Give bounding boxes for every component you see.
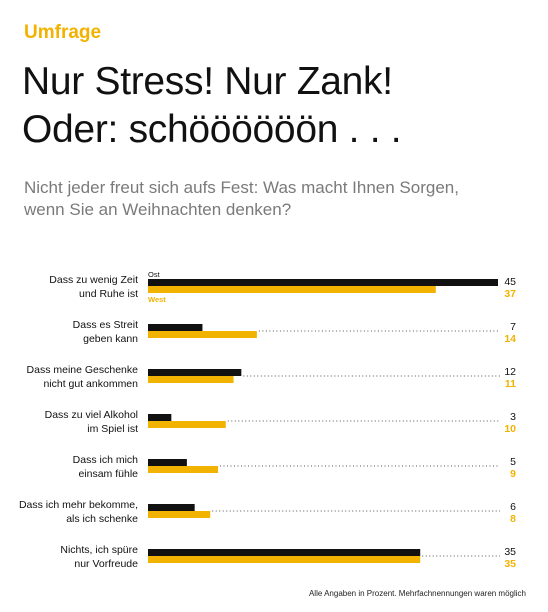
value-label-ost: 7: [510, 321, 516, 333]
value-label-west: 37: [504, 288, 516, 300]
bar-ost: [148, 279, 498, 286]
category-label: Dass meine Geschenke: [27, 364, 139, 376]
category-label: Dass es Streit: [73, 319, 138, 331]
value-label-west: 8: [510, 513, 516, 525]
value-label-ost: 6: [510, 501, 516, 513]
bar-west: [148, 556, 421, 563]
category-label: Dass zu viel Alkohol: [45, 409, 138, 421]
value-label-ost: 12: [504, 366, 516, 378]
category-label: Dass ich mehr bekomme,: [19, 499, 138, 511]
subtitle-line-1: Nicht jeder freut sich aufs Fest: Was ma…: [24, 178, 459, 197]
value-label-ost: 35: [504, 546, 516, 558]
bar-west: [148, 331, 257, 338]
category-label: Dass ich mich: [73, 454, 139, 466]
bar-west: [148, 511, 211, 518]
category-label: nicht gut ankommen: [43, 378, 138, 390]
category-label: einsam fühle: [78, 468, 138, 480]
category-label: Dass zu wenig Zeit: [49, 274, 138, 286]
value-label-ost: 5: [510, 456, 516, 468]
bar-ost: [148, 414, 172, 421]
title-line-2: Oder: schöööööön . . .: [22, 108, 402, 151]
footnote: Alle Angaben in Prozent. Mehrfachnennung…: [308, 589, 526, 598]
category-label: als ich schenke: [66, 513, 138, 525]
legend-label-west: West: [148, 295, 166, 304]
bar-ost: [148, 504, 195, 511]
category-label: und Ruhe ist: [79, 288, 138, 300]
value-label-west: 11: [505, 378, 516, 390]
value-label-west: 10: [504, 423, 516, 435]
bar-west: [148, 286, 436, 293]
bar-ost: [148, 459, 187, 466]
bar-ost: [148, 369, 242, 376]
bar-ost: [148, 549, 421, 556]
value-label-ost: 45: [504, 276, 516, 288]
category-label: nur Vorfreude: [74, 558, 138, 570]
category-label: geben kann: [83, 333, 138, 345]
category-label: Nichts, ich spüre: [60, 544, 138, 556]
value-label-west: 14: [504, 333, 516, 345]
kicker-label: Umfrage: [24, 22, 102, 43]
bar-west: [148, 466, 218, 473]
bar-ost: [148, 324, 203, 331]
value-label-ost: 3: [510, 411, 516, 423]
value-label-west: 9: [510, 468, 516, 480]
bar-west: [148, 376, 234, 383]
bar-west: [148, 421, 226, 428]
page-title: Nur Stress! Nur Zank! Oder: schöööööön .…: [22, 58, 402, 154]
title-line-1: Nur Stress! Nur Zank!: [22, 60, 393, 103]
legend-label-ost: Ost: [148, 270, 161, 279]
subtitle: Nicht jeder freut sich aufs Fest: Was ma…: [24, 177, 524, 221]
subtitle-line-2: wenn Sie an Weihnachten denken?: [24, 200, 292, 219]
value-label-west: 35: [504, 558, 516, 570]
category-label: im Spiel ist: [87, 423, 138, 435]
